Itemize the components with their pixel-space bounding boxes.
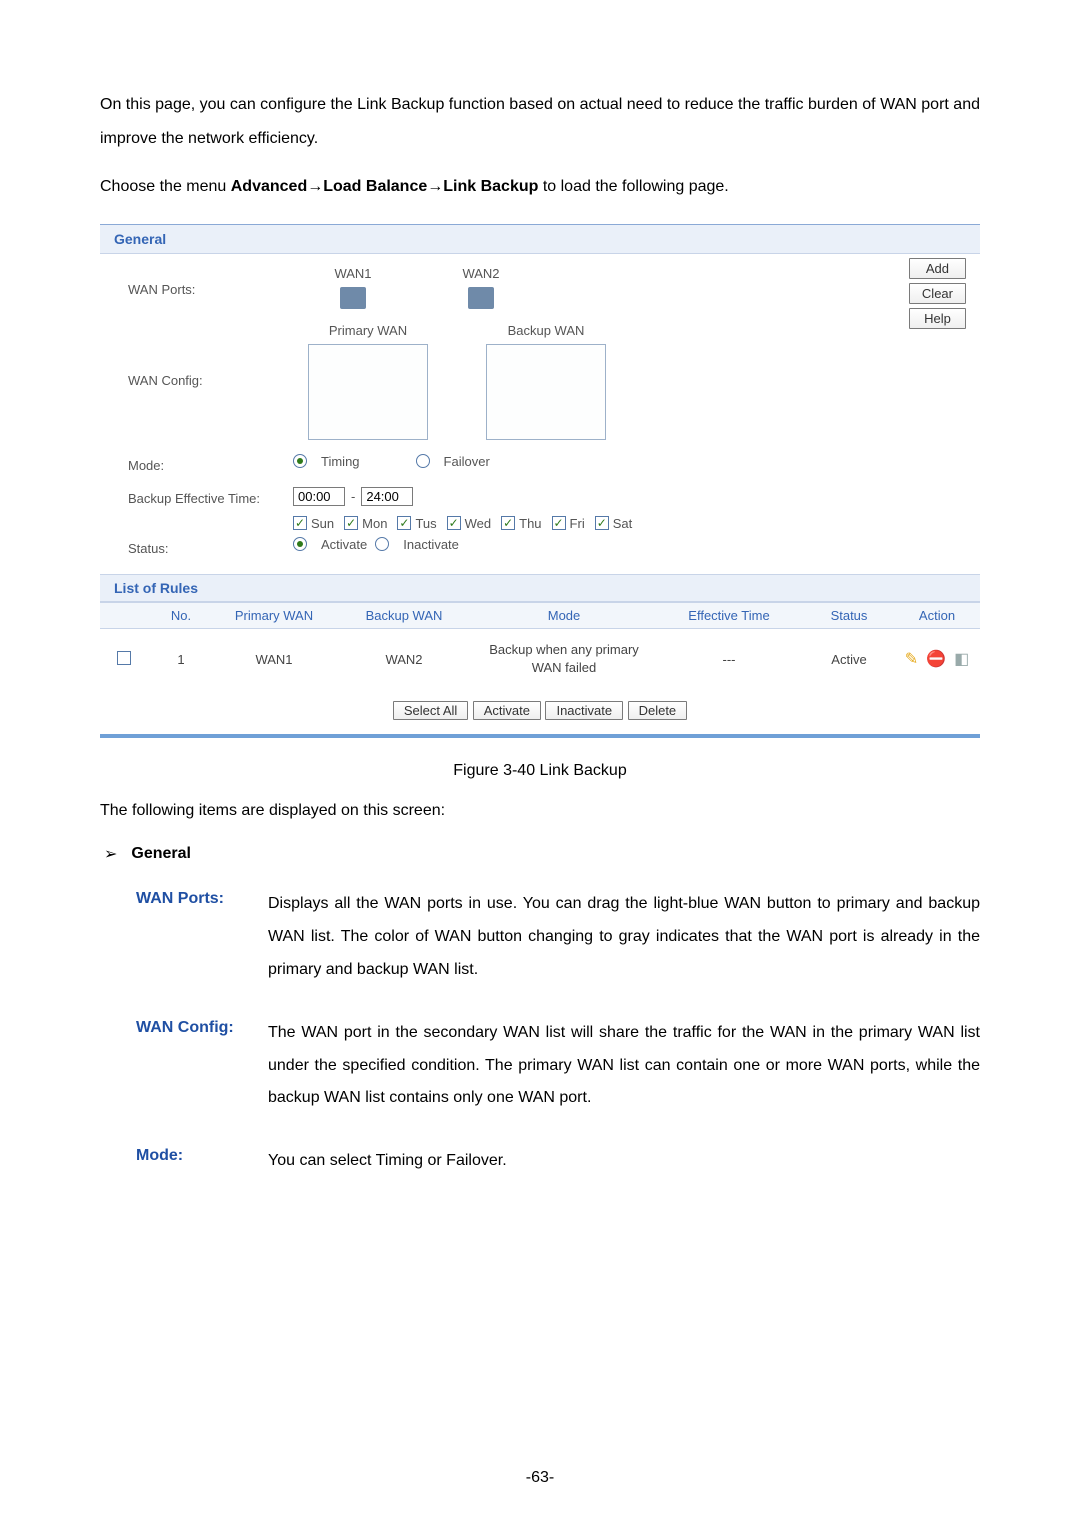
day-label-sun: Sun — [311, 516, 334, 531]
status-activate-radio[interactable] — [293, 537, 307, 551]
wan2-label: WAN2 — [462, 266, 499, 281]
day-label-mon: Mon — [362, 516, 387, 531]
cell-no: 1 — [148, 628, 214, 689]
table-row: 1 WAN1 WAN2 Backup when any primary WAN … — [100, 628, 980, 689]
more-icon[interactable]: ◧ — [954, 649, 969, 669]
rules-table: No. Primary WAN Backup WAN Mode Effectiv… — [100, 602, 980, 689]
wan1-port[interactable]: WAN1 — [293, 266, 413, 309]
wan1-port-icon — [340, 287, 366, 309]
day-checkbox-tus[interactable] — [397, 516, 411, 530]
menu-suffix: to load the following page. — [538, 178, 728, 195]
day-label-fri: Fri — [570, 516, 585, 531]
general-right-buttons: Add Clear Help — [909, 258, 966, 329]
day-checkbox-sat[interactable] — [595, 516, 609, 530]
add-button[interactable]: Add — [909, 258, 966, 279]
link-backup-panel: General Add Clear Help WAN Ports: WAN1 W… — [100, 224, 980, 738]
activate-button[interactable]: Activate — [473, 701, 541, 720]
primary-wan-dropbox[interactable] — [308, 344, 428, 440]
def-term-wan-ports: WAN Ports: — [136, 888, 268, 908]
backup-time-row: Backup Effective Time: - Sun Mon Tus Wed Thu… — [128, 487, 952, 531]
status-row: Status: Activate Inactivate — [128, 537, 952, 556]
days-row: Sun Mon Tus Wed Thu Fri Sat — [293, 516, 642, 531]
backup-time-label: Backup Effective Time: — [128, 487, 293, 506]
cell-mode: Backup when any primary WAN failed — [474, 628, 654, 689]
rules-section-header: List of Rules — [100, 575, 980, 602]
col-no: No. — [148, 602, 214, 628]
delete-button[interactable]: Delete — [628, 701, 688, 720]
cell-backup: WAN2 — [334, 628, 474, 689]
wan-ports-label: WAN Ports: — [128, 278, 293, 297]
status-inactivate-radio[interactable] — [375, 537, 389, 551]
def-term-wan-config: WAN Config: — [136, 1017, 268, 1037]
time-from-input[interactable] — [293, 487, 345, 506]
page-number: -63- — [0, 1469, 1080, 1487]
col-primary: Primary WAN — [214, 602, 334, 628]
figure-caption: Figure 3-40 Link Backup — [100, 762, 980, 780]
wan2-port[interactable]: WAN2 — [421, 266, 541, 309]
row-checkbox[interactable] — [117, 651, 131, 665]
day-checkbox-sun[interactable] — [293, 516, 307, 530]
def-term-mode: Mode: — [136, 1145, 268, 1165]
status-activate-label: Activate — [321, 537, 367, 552]
day-checkbox-mon[interactable] — [344, 516, 358, 530]
select-all-button[interactable]: Select All — [393, 701, 468, 720]
mode-row: Mode: Timing Failover — [128, 454, 952, 473]
definitions-list: WAN Ports: Displays all the WAN ports in… — [136, 888, 980, 1178]
description-intro: The following items are displayed on thi… — [100, 802, 980, 820]
primary-wan-column: Primary WAN — [293, 323, 443, 440]
day-label-wed: Wed — [465, 516, 492, 531]
timing-radio-label: Timing — [321, 454, 360, 469]
menu-path-paragraph: Choose the menu Advanced→Load Balance→Li… — [100, 173, 980, 202]
col-status: Status — [804, 602, 894, 628]
col-action: Action — [894, 602, 980, 628]
cell-primary: WAN1 — [214, 628, 334, 689]
general-bullet: ➢ General — [104, 844, 980, 864]
cell-status: Active — [804, 628, 894, 689]
delete-icon[interactable]: ⛔ — [926, 649, 946, 669]
rules-footer: Select All Activate Inactivate Delete — [100, 689, 980, 734]
backup-wan-heading: Backup WAN — [508, 323, 585, 338]
def-desc-wan-ports: Displays all the WAN ports in use. You c… — [268, 888, 980, 986]
day-checkbox-thu[interactable] — [501, 516, 515, 530]
general-section-header: General — [100, 225, 980, 254]
col-time: Effective Time — [654, 602, 804, 628]
help-button[interactable]: Help — [909, 308, 966, 329]
day-checkbox-fri[interactable] — [552, 516, 566, 530]
bullet-label: General — [131, 845, 191, 863]
mode-label: Mode: — [128, 454, 293, 473]
bullet-icon: ➢ — [104, 844, 117, 864]
menu-path: Advanced→Load Balance→Link Backup — [231, 178, 539, 195]
day-label-thu: Thu — [519, 516, 541, 531]
inactivate-button[interactable]: Inactivate — [545, 701, 623, 720]
day-label-tus: Tus — [415, 516, 436, 531]
col-backup: Backup WAN — [334, 602, 474, 628]
intro-paragraph: On this page, you can configure the Link… — [100, 88, 980, 155]
wan2-port-icon — [468, 287, 494, 309]
cell-time: --- — [654, 628, 804, 689]
wan-config-row: WAN Config: Primary WAN Backup WAN — [128, 323, 952, 440]
clear-button[interactable]: Clear — [909, 283, 966, 304]
general-section-body: Add Clear Help WAN Ports: WAN1 WAN2 — [100, 254, 980, 574]
day-checkbox-wed[interactable] — [447, 516, 461, 530]
edit-icon[interactable]: ✎ — [905, 649, 918, 669]
timing-radio[interactable] — [293, 454, 307, 468]
failover-radio-label: Failover — [444, 454, 490, 469]
backup-wan-dropbox[interactable] — [486, 344, 606, 440]
def-desc-mode: You can select Timing or Failover. — [268, 1145, 980, 1178]
failover-radio[interactable] — [416, 454, 430, 468]
day-label-sat: Sat — [613, 516, 633, 531]
wan-ports-row: WAN Ports: WAN1 WAN2 — [128, 266, 952, 309]
backup-wan-column: Backup WAN — [471, 323, 621, 440]
time-to-input[interactable] — [361, 487, 413, 506]
menu-prefix: Choose the menu — [100, 178, 231, 195]
time-separator: - — [351, 489, 355, 504]
status-label: Status: — [128, 537, 293, 556]
col-mode: Mode — [474, 602, 654, 628]
wan-config-label: WAN Config: — [128, 323, 293, 388]
status-inactivate-label: Inactivate — [403, 537, 459, 552]
wan1-label: WAN1 — [334, 266, 371, 281]
primary-wan-heading: Primary WAN — [329, 323, 407, 338]
def-desc-wan-config: The WAN port in the secondary WAN list w… — [268, 1017, 980, 1115]
